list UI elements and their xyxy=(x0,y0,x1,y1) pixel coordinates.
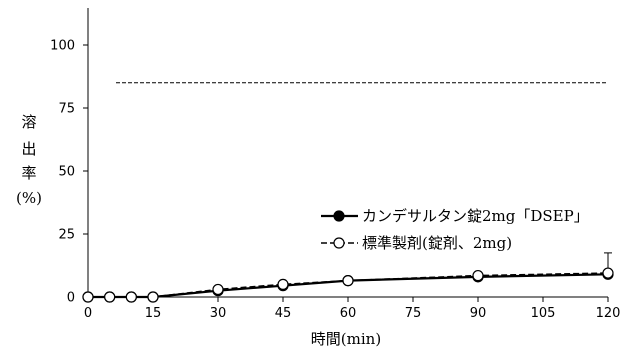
x-tick-label: 75 xyxy=(405,306,422,321)
legend-label-2: 標準製剤(錠剤、2mg) xyxy=(362,234,512,252)
x-tick-label: 105 xyxy=(531,306,556,321)
legend-label-1: カンデサルタン錠2mg「DSEP」 xyxy=(362,207,589,225)
x-tick-label: 60 xyxy=(340,306,357,321)
y-axis-title: 溶出率 (%) xyxy=(16,113,42,207)
data-point-2 xyxy=(212,283,224,296)
x-axis-title: 時間(min) xyxy=(311,330,381,348)
y-axis-title-char: 率 xyxy=(21,164,36,182)
y-tick-label: 25 xyxy=(58,228,75,243)
data-point-2 xyxy=(472,269,484,282)
x-tick-label: 0 xyxy=(84,306,92,321)
y-axis-title-char: (%) xyxy=(16,189,42,207)
legend-marker-1 xyxy=(333,210,345,222)
x-tick-label: 120 xyxy=(596,306,620,321)
x-tick-label: 90 xyxy=(470,306,487,321)
y-tick-group: 0 25 50 75 100 xyxy=(50,39,88,306)
data-point-2 xyxy=(104,291,116,303)
series-group xyxy=(82,252,614,303)
y-tick-label: 100 xyxy=(50,39,75,54)
y-tick-label: 50 xyxy=(58,165,75,180)
y-tick-label: 0 xyxy=(67,291,75,306)
data-point-2 xyxy=(147,291,159,303)
x-tick-label: 15 xyxy=(145,306,162,321)
data-point-2 xyxy=(342,275,354,287)
x-tick-group: 0 15 30 45 60 75 90 105 120 xyxy=(84,297,620,321)
y-axis-title-char: 溶 xyxy=(21,113,36,131)
y-axis-title-char: 出 xyxy=(21,140,36,158)
data-point-2 xyxy=(125,291,137,303)
data-point-2 xyxy=(82,291,94,303)
legend: カンデサルタン錠2mg「DSEP」標準製剤(錠剤、2mg) xyxy=(321,207,589,252)
data-point-2 xyxy=(602,267,614,279)
x-tick-label: 30 xyxy=(210,306,227,321)
x-tick-label: 45 xyxy=(275,306,292,321)
legend-marker-2 xyxy=(333,237,345,249)
data-point-2 xyxy=(277,278,289,290)
y-tick-label: 75 xyxy=(58,102,75,117)
